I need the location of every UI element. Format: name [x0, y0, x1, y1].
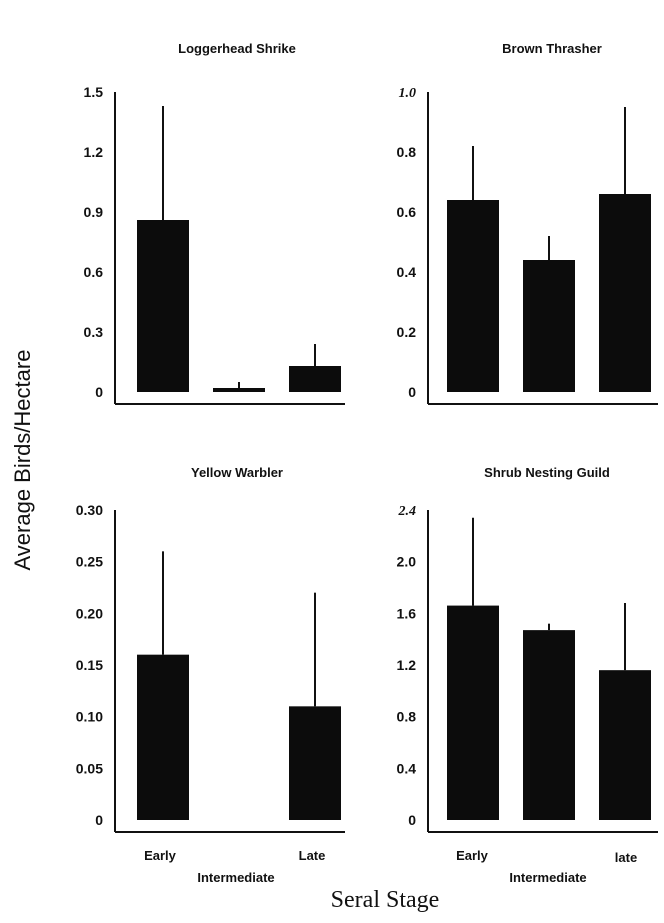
y-tick-label: 0.8: [397, 709, 417, 725]
x-axis-label: Seral Stage: [331, 887, 440, 913]
chart-panels: Loggerhead Shrike 0 0.3 0.6 0.9 1.2 1.5 Brown T…: [76, 41, 658, 885]
chart-title: Loggerhead Shrike: [178, 41, 296, 56]
bar-late: [289, 366, 341, 392]
y-tick-label: 0.20: [76, 605, 103, 621]
y-tick-label: 0.9: [84, 204, 104, 220]
y-tick-label: 0.3: [84, 324, 104, 340]
y-tick-label: 0: [95, 384, 103, 400]
y-tick-label: 0.30: [76, 502, 103, 518]
bar-intermediate: [523, 630, 575, 820]
bar-early: [137, 654, 189, 820]
y-tick-label: 2.4: [398, 504, 417, 519]
y-tick-label: 0.6: [397, 204, 417, 220]
y-tick-label: 2.0: [397, 554, 417, 570]
x-category-label: Intermediate: [509, 870, 586, 885]
y-tick-label: 0.25: [76, 554, 103, 570]
y-tick-label: 0.8: [397, 144, 417, 160]
bar-early: [447, 200, 499, 392]
chart-panel-3: Yellow Warbler 0 0.05 0.10 0.15 0.20 0.25 0.30 E…: [76, 465, 345, 885]
x-category-label: Early: [144, 848, 177, 863]
bar-early: [137, 220, 189, 392]
y-tick-label: 0.6: [84, 264, 104, 280]
y-tick-label: 1.0: [399, 86, 417, 101]
y-tick-label: 0.2: [397, 324, 417, 340]
chart-title: Brown Thrasher: [502, 41, 602, 56]
bar-late: [289, 706, 341, 820]
x-category-label: Intermediate: [197, 870, 274, 885]
y-tick-label: 1.6: [397, 605, 417, 621]
y-tick-label: 1.2: [84, 144, 104, 160]
chart-title: Yellow Warbler: [191, 465, 283, 480]
x-category-label: late: [615, 850, 637, 865]
y-tick-label: 1.5: [84, 84, 104, 100]
y-axis-label: Average Birds/Hectare: [10, 350, 35, 571]
x-category-label: Early: [456, 848, 489, 863]
y-tick-label: 0.15: [76, 657, 103, 673]
y-tick-label: 0: [408, 384, 416, 400]
chart-panel-1: Loggerhead Shrike 0 0.3 0.6 0.9 1.2 1.5: [84, 41, 345, 405]
bar-intermediate: [213, 388, 265, 392]
x-category-label: Late: [299, 848, 326, 863]
y-tick-label: 0.4: [397, 760, 417, 776]
y-tick-label: 0: [95, 812, 103, 828]
y-tick-label: 0.10: [76, 709, 103, 725]
chart-panel-4: Shrub Nesting Guild 0 0.4 0.8 1.2 1.6 2.0 2.4 Ea…: [397, 465, 658, 885]
bar-late: [599, 194, 651, 392]
y-tick-label: 0.4: [397, 264, 417, 280]
bar-intermediate: [523, 260, 575, 392]
y-tick-label: 0.05: [76, 760, 103, 776]
chart-panel-2: Brown Thrasher 0 0.2 0.4 0.6 0.8 1.0: [397, 41, 658, 405]
y-tick-label: 0: [408, 812, 416, 828]
chart-title: Shrub Nesting Guild: [484, 465, 610, 480]
bar-early: [447, 605, 499, 820]
bar-late: [599, 670, 651, 820]
y-tick-label: 1.2: [397, 657, 417, 673]
